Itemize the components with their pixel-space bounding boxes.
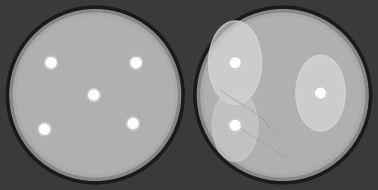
Circle shape [45, 56, 57, 69]
Circle shape [14, 13, 177, 177]
Circle shape [38, 123, 51, 135]
Circle shape [17, 17, 174, 173]
Circle shape [194, 6, 372, 184]
Circle shape [229, 119, 242, 132]
Circle shape [6, 6, 184, 184]
Circle shape [87, 89, 100, 101]
Circle shape [130, 56, 143, 69]
Circle shape [197, 10, 368, 180]
Circle shape [201, 13, 364, 177]
Circle shape [229, 56, 242, 69]
Circle shape [10, 10, 181, 180]
Ellipse shape [209, 21, 262, 104]
Circle shape [204, 17, 361, 173]
Circle shape [314, 87, 327, 99]
Circle shape [127, 117, 139, 130]
Ellipse shape [212, 89, 258, 162]
Ellipse shape [296, 55, 345, 131]
